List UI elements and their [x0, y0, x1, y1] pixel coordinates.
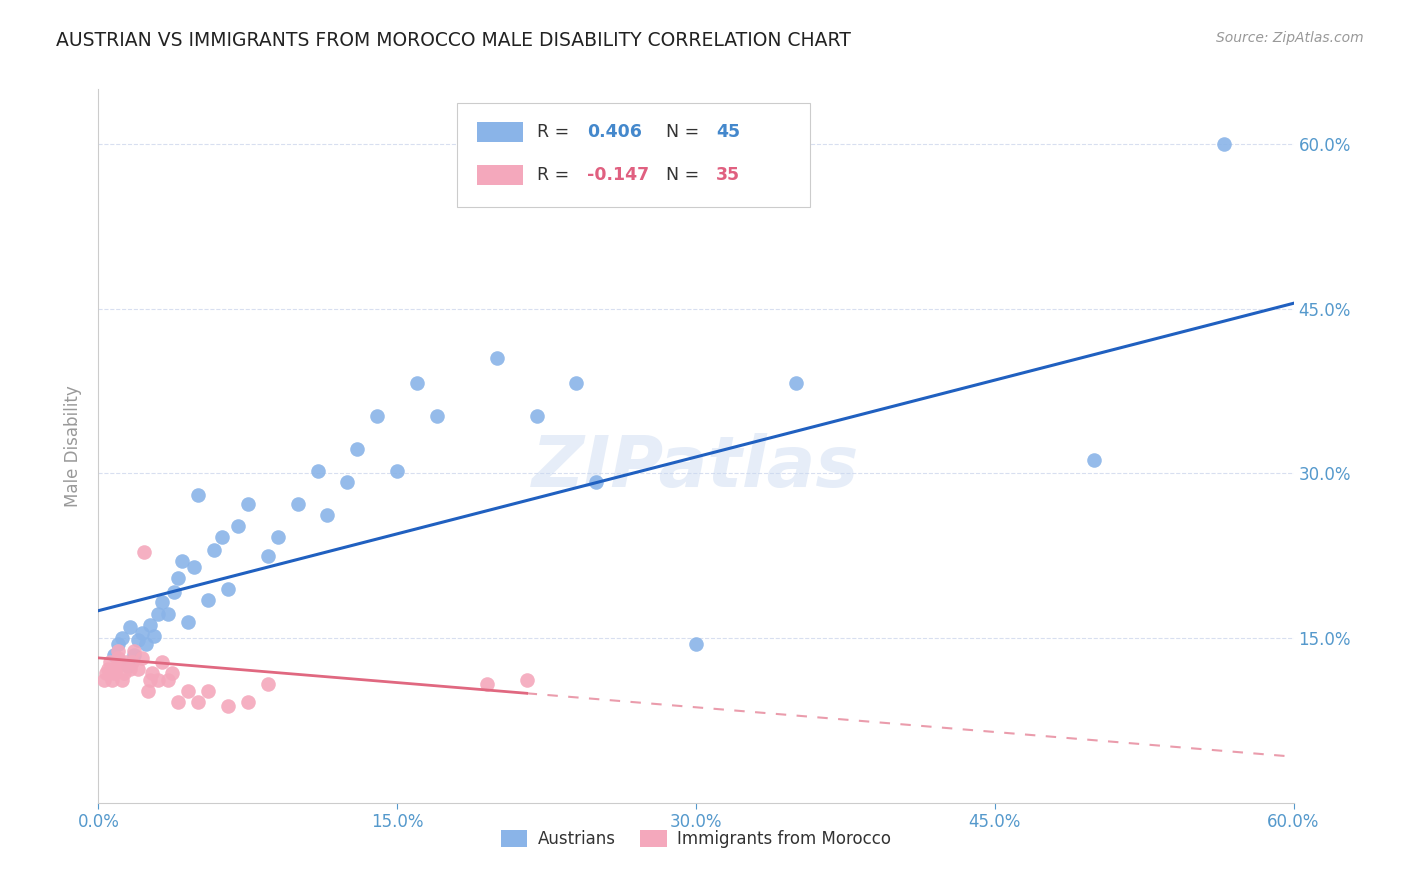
Point: [103, 648, 125, 662]
Point: [236, 497, 259, 511]
Point: [97, 662, 120, 676]
Point: [426, 409, 449, 424]
Point: [366, 409, 388, 424]
Point: [385, 464, 409, 478]
Point: [150, 595, 173, 609]
Point: [526, 409, 548, 424]
Point: [148, 673, 170, 687]
Point: [124, 644, 146, 658]
Point: [187, 488, 209, 502]
Text: 35: 35: [716, 166, 741, 184]
Point: [120, 662, 142, 676]
Point: [115, 655, 138, 669]
Point: [96, 666, 118, 681]
Point: [256, 549, 278, 563]
Point: [139, 618, 162, 632]
Point: [187, 695, 209, 709]
Text: N =: N =: [666, 166, 704, 184]
Point: [131, 651, 153, 665]
Point: [157, 673, 180, 687]
Point: [685, 637, 707, 651]
Point: [177, 683, 200, 698]
Text: 45: 45: [716, 123, 741, 141]
FancyBboxPatch shape: [457, 103, 810, 207]
Text: R =: R =: [537, 166, 575, 184]
Point: [127, 633, 149, 648]
Point: [143, 629, 166, 643]
Point: [316, 508, 339, 523]
Text: 0.406: 0.406: [588, 123, 643, 141]
Point: [131, 625, 153, 640]
Point: [163, 585, 186, 599]
Point: [98, 655, 122, 669]
Point: [226, 519, 249, 533]
Point: [183, 559, 205, 574]
Point: [202, 543, 225, 558]
Point: [177, 615, 200, 629]
Point: [565, 376, 588, 391]
Point: [167, 571, 190, 585]
Point: [785, 376, 807, 391]
Point: [107, 655, 129, 669]
Point: [120, 620, 142, 634]
Point: [485, 351, 508, 366]
Point: [157, 607, 180, 621]
Point: [111, 673, 134, 687]
Point: [107, 637, 129, 651]
Point: [267, 530, 290, 544]
Point: [287, 497, 309, 511]
Point: [141, 666, 163, 681]
Y-axis label: Male Disability: Male Disability: [65, 385, 83, 507]
Point: [105, 662, 128, 676]
Point: [217, 699, 239, 714]
Point: [217, 582, 239, 596]
FancyBboxPatch shape: [477, 122, 523, 142]
Point: [150, 655, 173, 669]
Point: [124, 648, 146, 662]
Point: [1212, 137, 1234, 152]
Point: [135, 637, 157, 651]
Point: [107, 651, 129, 665]
Point: [211, 530, 233, 544]
Text: N =: N =: [666, 123, 704, 141]
Point: [167, 695, 190, 709]
Point: [139, 673, 162, 687]
Point: [121, 655, 143, 669]
Point: [197, 592, 219, 607]
Point: [148, 607, 170, 621]
Point: [346, 442, 368, 457]
Point: [136, 683, 159, 698]
Point: [103, 666, 125, 681]
Point: [336, 475, 359, 490]
Point: [112, 666, 135, 681]
Text: ZIPatlas: ZIPatlas: [533, 433, 859, 502]
Text: Source: ZipAtlas.com: Source: ZipAtlas.com: [1216, 31, 1364, 45]
Point: [117, 658, 139, 673]
Point: [197, 683, 219, 698]
Point: [406, 376, 429, 391]
Point: [516, 673, 538, 687]
Point: [111, 631, 134, 645]
Point: [107, 644, 129, 658]
Legend: Austrians, Immigrants from Morocco: Austrians, Immigrants from Morocco: [494, 823, 898, 855]
Text: AUSTRIAN VS IMMIGRANTS FROM MOROCCO MALE DISABILITY CORRELATION CHART: AUSTRIAN VS IMMIGRANTS FROM MOROCCO MALE…: [56, 31, 851, 50]
Point: [127, 662, 149, 676]
Text: -0.147: -0.147: [588, 166, 650, 184]
Point: [172, 554, 194, 568]
Text: R =: R =: [537, 123, 575, 141]
Point: [475, 677, 498, 691]
Point: [236, 695, 259, 709]
FancyBboxPatch shape: [477, 165, 523, 185]
Point: [134, 545, 156, 559]
Point: [101, 673, 124, 687]
Point: [307, 464, 329, 478]
Point: [93, 673, 115, 687]
Point: [256, 677, 278, 691]
Point: [585, 475, 607, 490]
Point: [1083, 453, 1105, 467]
Point: [160, 666, 183, 681]
